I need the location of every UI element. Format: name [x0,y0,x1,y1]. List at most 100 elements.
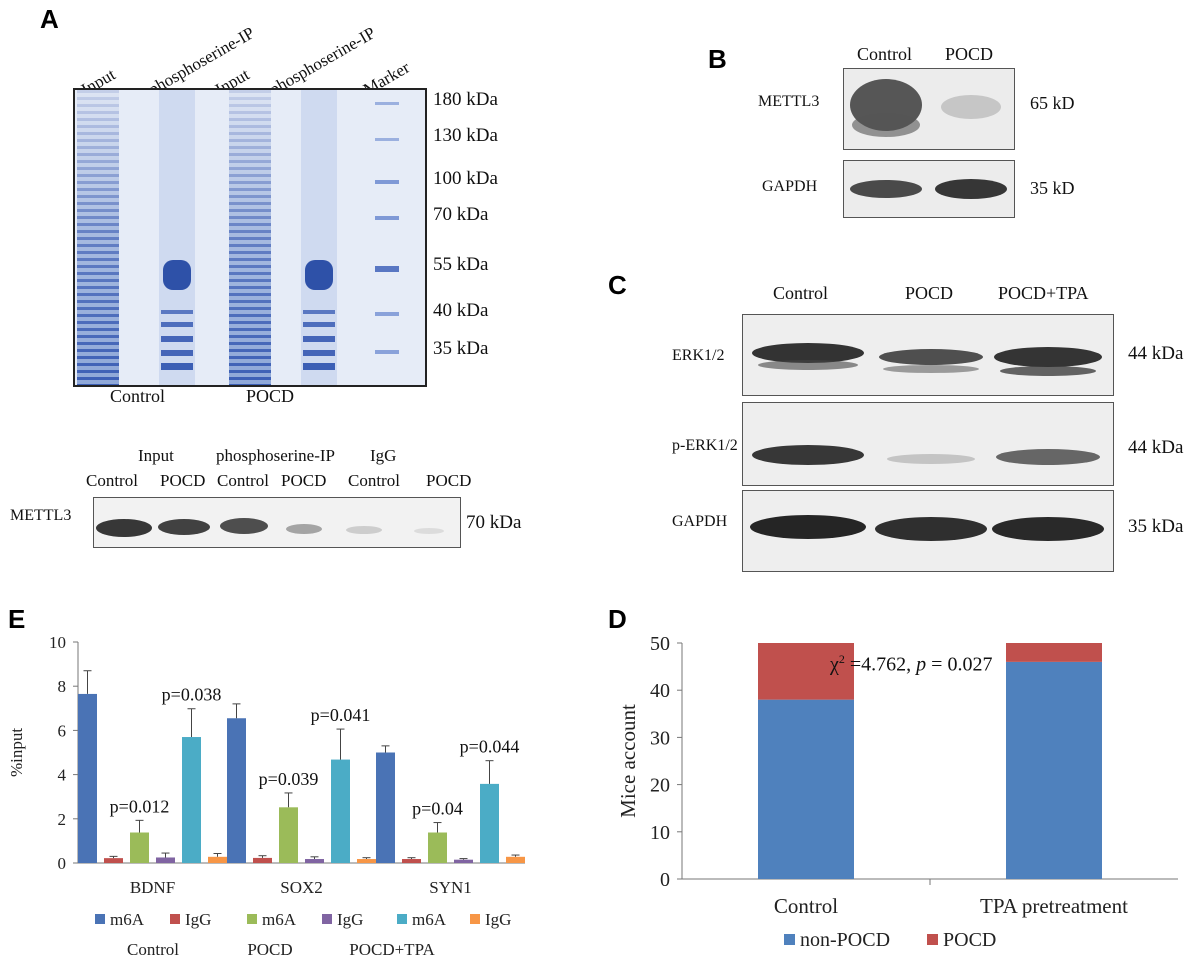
blot-size-label: 35 kDa [1128,516,1184,537]
blot-lane-label: POCD [945,44,994,64]
bar [253,857,272,863]
chi-symbol: χ [830,653,839,676]
y-tick-label: 2 [58,810,67,829]
blot-size-label: 44 kDa [1128,437,1184,458]
legend-marker [247,914,257,924]
mw-label: 130 kDa [433,125,498,146]
panel-c-letter: C [608,270,627,300]
bar [454,859,473,863]
mettl3-ip-blot-image [93,497,461,548]
bar [78,693,97,863]
x-tick-label: Control [774,894,838,918]
y-axis-label: %input [7,728,26,777]
x-tick-label: SOX2 [280,878,323,897]
bar [402,859,421,863]
bar [357,859,376,863]
wb-lane-label: POCD [160,471,206,490]
wb-lane-label: POCD [426,471,472,490]
legend-label: IgG [485,910,511,929]
legend-group-label: Control [127,940,179,959]
mw-label: 180 kDa [433,89,498,110]
panel-e-letter: E [8,604,26,634]
bar [279,807,298,863]
blot-size-label: 44 kDa [1128,343,1184,364]
y-tick-label: 6 [58,721,67,740]
y-tick-label: 10 [650,822,670,844]
legend-marker [927,934,938,945]
p-value-label: p=0.041 [311,705,371,725]
gel-group-label: Control [110,386,166,406]
x-tick-label: BDNF [130,878,175,897]
x-tick-label: TPA pretreatment [980,894,1128,918]
gapdh-blot-b-image [843,160,1015,218]
wb-lane-label: Control [86,471,138,490]
p-value: = 0.027 [926,653,993,676]
legend-label: IgG [337,910,363,929]
bar [227,718,246,863]
gapdh-blot-c-image [742,490,1114,572]
p-symbol: p [916,653,927,676]
wb-row-label: METTL3 [10,507,72,524]
y-axis-label: Mice account [616,704,640,818]
x-tick-label: SYN1 [429,878,472,897]
y-tick-label: 0 [660,869,670,891]
bar [130,832,149,863]
blot-lane-label: Control [857,44,913,64]
y-tick-label: 20 [650,775,670,797]
legend-label: IgG [185,910,211,929]
stacked-bar-segment [758,643,854,700]
gel-group-label: POCD [246,386,295,406]
legend-label: non-POCD [800,929,890,951]
mw-label: 100 kDa [433,168,498,189]
wb-top-label: Input [138,446,174,465]
p-value-label: p=0.038 [162,685,222,705]
mw-label: 40 kDa [433,300,489,321]
chart-d-mice-count: 0 10 20 30 40 50 Mice account Control TPA pretre… [616,633,1178,951]
wb-top-label: phosphoserine-IP [216,446,335,465]
bar [331,759,350,863]
chart-e-mrna-m6a: 0 2 4 6 8 10 %input BDNF SOX2 SYN1 p=0.012 p=0.038 p… [7,633,525,959]
legend-group-label: POCD+TPA [349,940,435,959]
legend-marker [470,914,480,924]
panel-a-letter: A [40,4,59,34]
bar [208,856,227,863]
mw-label: 70 kDa [433,204,489,225]
coomassie-gel-image [73,88,427,387]
blot-lane-label: POCD [905,283,954,303]
erk-blot-image [742,314,1114,396]
p-value-label: p=0.044 [460,737,520,757]
p-value-label: p=0.012 [110,796,170,816]
p-value-label: p=0.04 [412,799,463,819]
blot-row-label: METTL3 [758,93,820,110]
bar [428,832,447,863]
perk-blot-image [742,402,1114,486]
blot-row-label: p-ERK1/2 [672,437,738,454]
bar [182,737,201,863]
y-tick-label: 4 [58,766,67,785]
chi-square-annotation: χ2 =4.762, p = 0.027 [830,652,992,677]
panel-d-letter: D [608,604,627,634]
wb-lane-label: POCD [281,471,327,490]
bar [506,856,525,863]
blot-lane-label: POCD+TPA [998,283,1089,303]
legend-marker [322,914,332,924]
bar [305,859,324,863]
blot-row-label: GAPDH [672,513,728,530]
y-tick-label: 50 [650,633,670,655]
blot-row-label: GAPDH [762,178,818,195]
mw-label: 35 kDa [433,338,489,359]
legend-marker [784,934,795,945]
bar [480,783,499,863]
stacked-bar-segment [758,699,854,879]
y-tick-label: 10 [49,633,66,652]
legend-label: m6A [412,910,447,929]
stacked-bar-segment [1006,661,1102,879]
blot-size-label: 35 kD [1030,178,1075,198]
y-tick-label: 40 [650,680,670,702]
blot-size-label: 65 kD [1030,93,1075,113]
mettl3-blot-image [843,68,1015,150]
legend-label: m6A [262,910,297,929]
blot-row-label: ERK1/2 [672,347,725,364]
mw-label: 55 kDa [433,254,489,275]
